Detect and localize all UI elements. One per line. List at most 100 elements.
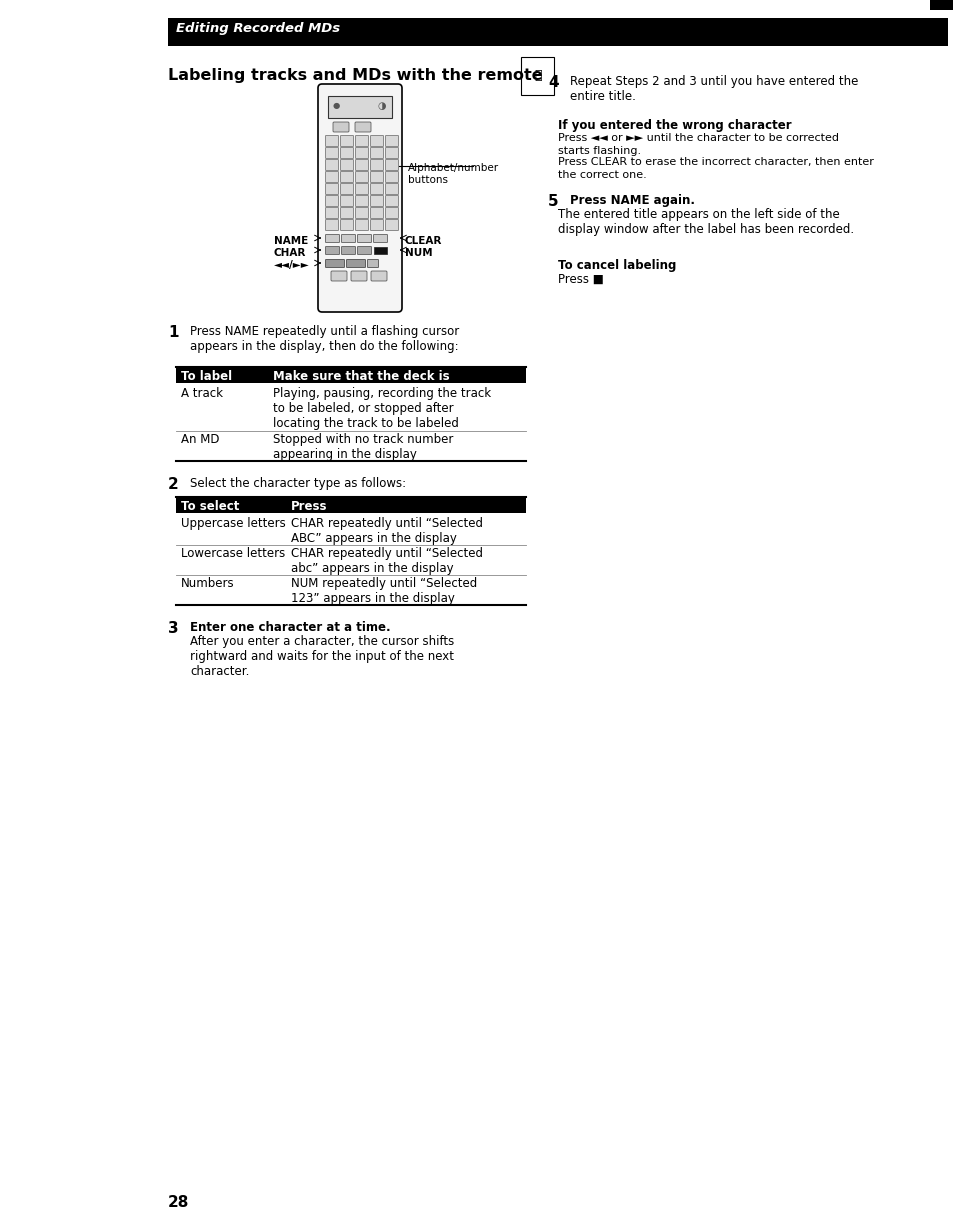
FancyBboxPatch shape (370, 196, 383, 207)
FancyBboxPatch shape (325, 183, 338, 194)
Text: Press NAME repeatedly until a flashing cursor
appears in the display, then do th: Press NAME repeatedly until a flashing c… (190, 325, 458, 353)
FancyBboxPatch shape (357, 234, 371, 243)
FancyBboxPatch shape (370, 219, 383, 230)
FancyBboxPatch shape (325, 171, 338, 182)
FancyBboxPatch shape (340, 135, 354, 146)
Text: 2: 2 (168, 476, 178, 492)
FancyBboxPatch shape (355, 148, 368, 159)
Text: ◄◄/►►: ◄◄/►► (274, 260, 310, 270)
Text: Alphabet/number
buttons: Alphabet/number buttons (408, 162, 498, 185)
Text: Stopped with no track number
appearing in the display: Stopped with no track number appearing i… (273, 433, 453, 460)
Text: To select: To select (181, 500, 239, 513)
FancyBboxPatch shape (385, 135, 398, 146)
Text: NUM repeatedly until “Selected
123” appears in the display: NUM repeatedly until “Selected 123” appe… (291, 577, 476, 604)
Text: 3: 3 (168, 620, 178, 636)
Text: Select the character type as follows:: Select the character type as follows: (190, 476, 406, 490)
FancyBboxPatch shape (355, 219, 368, 230)
FancyBboxPatch shape (340, 219, 354, 230)
FancyBboxPatch shape (340, 196, 354, 207)
FancyBboxPatch shape (333, 122, 349, 132)
FancyBboxPatch shape (385, 219, 398, 230)
Text: Uppercase letters: Uppercase letters (181, 517, 286, 531)
Text: CHAR repeatedly until “Selected
ABC” appears in the display: CHAR repeatedly until “Selected ABC” app… (291, 517, 482, 545)
FancyBboxPatch shape (325, 160, 338, 171)
Text: Editing Recorded MDs: Editing Recorded MDs (175, 22, 340, 34)
Text: 28: 28 (168, 1195, 190, 1210)
FancyBboxPatch shape (340, 148, 354, 159)
Text: To cancel labeling: To cancel labeling (558, 259, 676, 272)
FancyBboxPatch shape (370, 208, 383, 218)
Text: 1: 1 (168, 325, 178, 340)
Text: NUM: NUM (405, 247, 432, 259)
FancyBboxPatch shape (355, 208, 368, 218)
FancyBboxPatch shape (355, 196, 368, 207)
FancyBboxPatch shape (325, 135, 338, 146)
Text: Press CLEAR to erase the incorrect character, then enter: Press CLEAR to erase the incorrect chara… (558, 158, 873, 167)
Text: If you entered the wrong character: If you entered the wrong character (558, 119, 791, 132)
FancyBboxPatch shape (325, 196, 338, 207)
FancyBboxPatch shape (340, 183, 354, 194)
Text: The entered title appears on the left side of the
display window after the label: The entered title appears on the left si… (558, 208, 853, 236)
FancyBboxPatch shape (355, 171, 368, 182)
Bar (374, 247, 387, 254)
Text: An MD: An MD (181, 433, 219, 446)
FancyBboxPatch shape (385, 183, 398, 194)
FancyBboxPatch shape (385, 196, 398, 207)
FancyBboxPatch shape (370, 171, 383, 182)
FancyBboxPatch shape (370, 148, 383, 159)
Text: 5: 5 (547, 194, 558, 209)
FancyBboxPatch shape (341, 246, 355, 255)
FancyBboxPatch shape (385, 208, 398, 218)
FancyBboxPatch shape (367, 260, 378, 267)
Bar (175, 367, 525, 383)
Text: 4: 4 (547, 75, 558, 90)
FancyBboxPatch shape (325, 246, 339, 255)
Text: the correct one.: the correct one. (558, 170, 646, 180)
Text: Numbers: Numbers (181, 577, 234, 590)
Text: CHAR: CHAR (274, 247, 306, 259)
FancyBboxPatch shape (385, 171, 398, 182)
FancyBboxPatch shape (325, 260, 344, 267)
Text: CHAR repeatedly until “Selected
abc” appears in the display: CHAR repeatedly until “Selected abc” app… (291, 547, 482, 575)
FancyBboxPatch shape (325, 219, 338, 230)
FancyBboxPatch shape (385, 148, 398, 159)
Text: Ⓣ: Ⓣ (534, 69, 541, 82)
Text: Press ■: Press ■ (558, 273, 603, 286)
Text: starts flashing.: starts flashing. (558, 146, 640, 156)
FancyBboxPatch shape (340, 208, 354, 218)
FancyBboxPatch shape (325, 148, 338, 159)
FancyBboxPatch shape (351, 271, 367, 281)
Text: Press NAME again.: Press NAME again. (569, 194, 695, 207)
FancyBboxPatch shape (371, 271, 387, 281)
Bar (328, 96, 392, 118)
Bar (175, 497, 525, 513)
FancyBboxPatch shape (331, 271, 347, 281)
Text: After you enter a character, the cursor shifts
rightward and waits for the input: After you enter a character, the cursor … (190, 635, 454, 678)
FancyBboxPatch shape (355, 122, 371, 132)
FancyBboxPatch shape (325, 234, 339, 243)
Text: Repeat Steps 2 and 3 until you have entered the
entire title.: Repeat Steps 2 and 3 until you have ente… (569, 75, 858, 103)
Text: Press: Press (291, 500, 327, 513)
Text: A track: A track (181, 387, 223, 400)
Text: NAME: NAME (274, 236, 308, 246)
FancyBboxPatch shape (370, 135, 383, 146)
FancyBboxPatch shape (370, 160, 383, 171)
Bar (929, 0, 953, 10)
FancyBboxPatch shape (357, 246, 371, 255)
Text: CLEAR: CLEAR (405, 236, 442, 246)
Text: Labeling tracks and MDs with the remote: Labeling tracks and MDs with the remote (168, 68, 548, 82)
FancyBboxPatch shape (341, 234, 355, 243)
FancyBboxPatch shape (325, 208, 338, 218)
Text: ●: ● (333, 101, 340, 110)
Text: Make sure that the deck is: Make sure that the deck is (273, 371, 449, 383)
FancyBboxPatch shape (355, 160, 368, 171)
FancyBboxPatch shape (374, 234, 387, 243)
FancyBboxPatch shape (385, 160, 398, 171)
FancyBboxPatch shape (340, 160, 354, 171)
Text: Playing, pausing, recording the track
to be labeled, or stopped after
locating t: Playing, pausing, recording the track to… (273, 387, 491, 430)
FancyBboxPatch shape (346, 260, 365, 267)
Text: ◑: ◑ (377, 101, 386, 111)
FancyBboxPatch shape (370, 183, 383, 194)
Text: Enter one character at a time.: Enter one character at a time. (190, 620, 390, 634)
Text: Lowercase letters: Lowercase letters (181, 547, 285, 560)
